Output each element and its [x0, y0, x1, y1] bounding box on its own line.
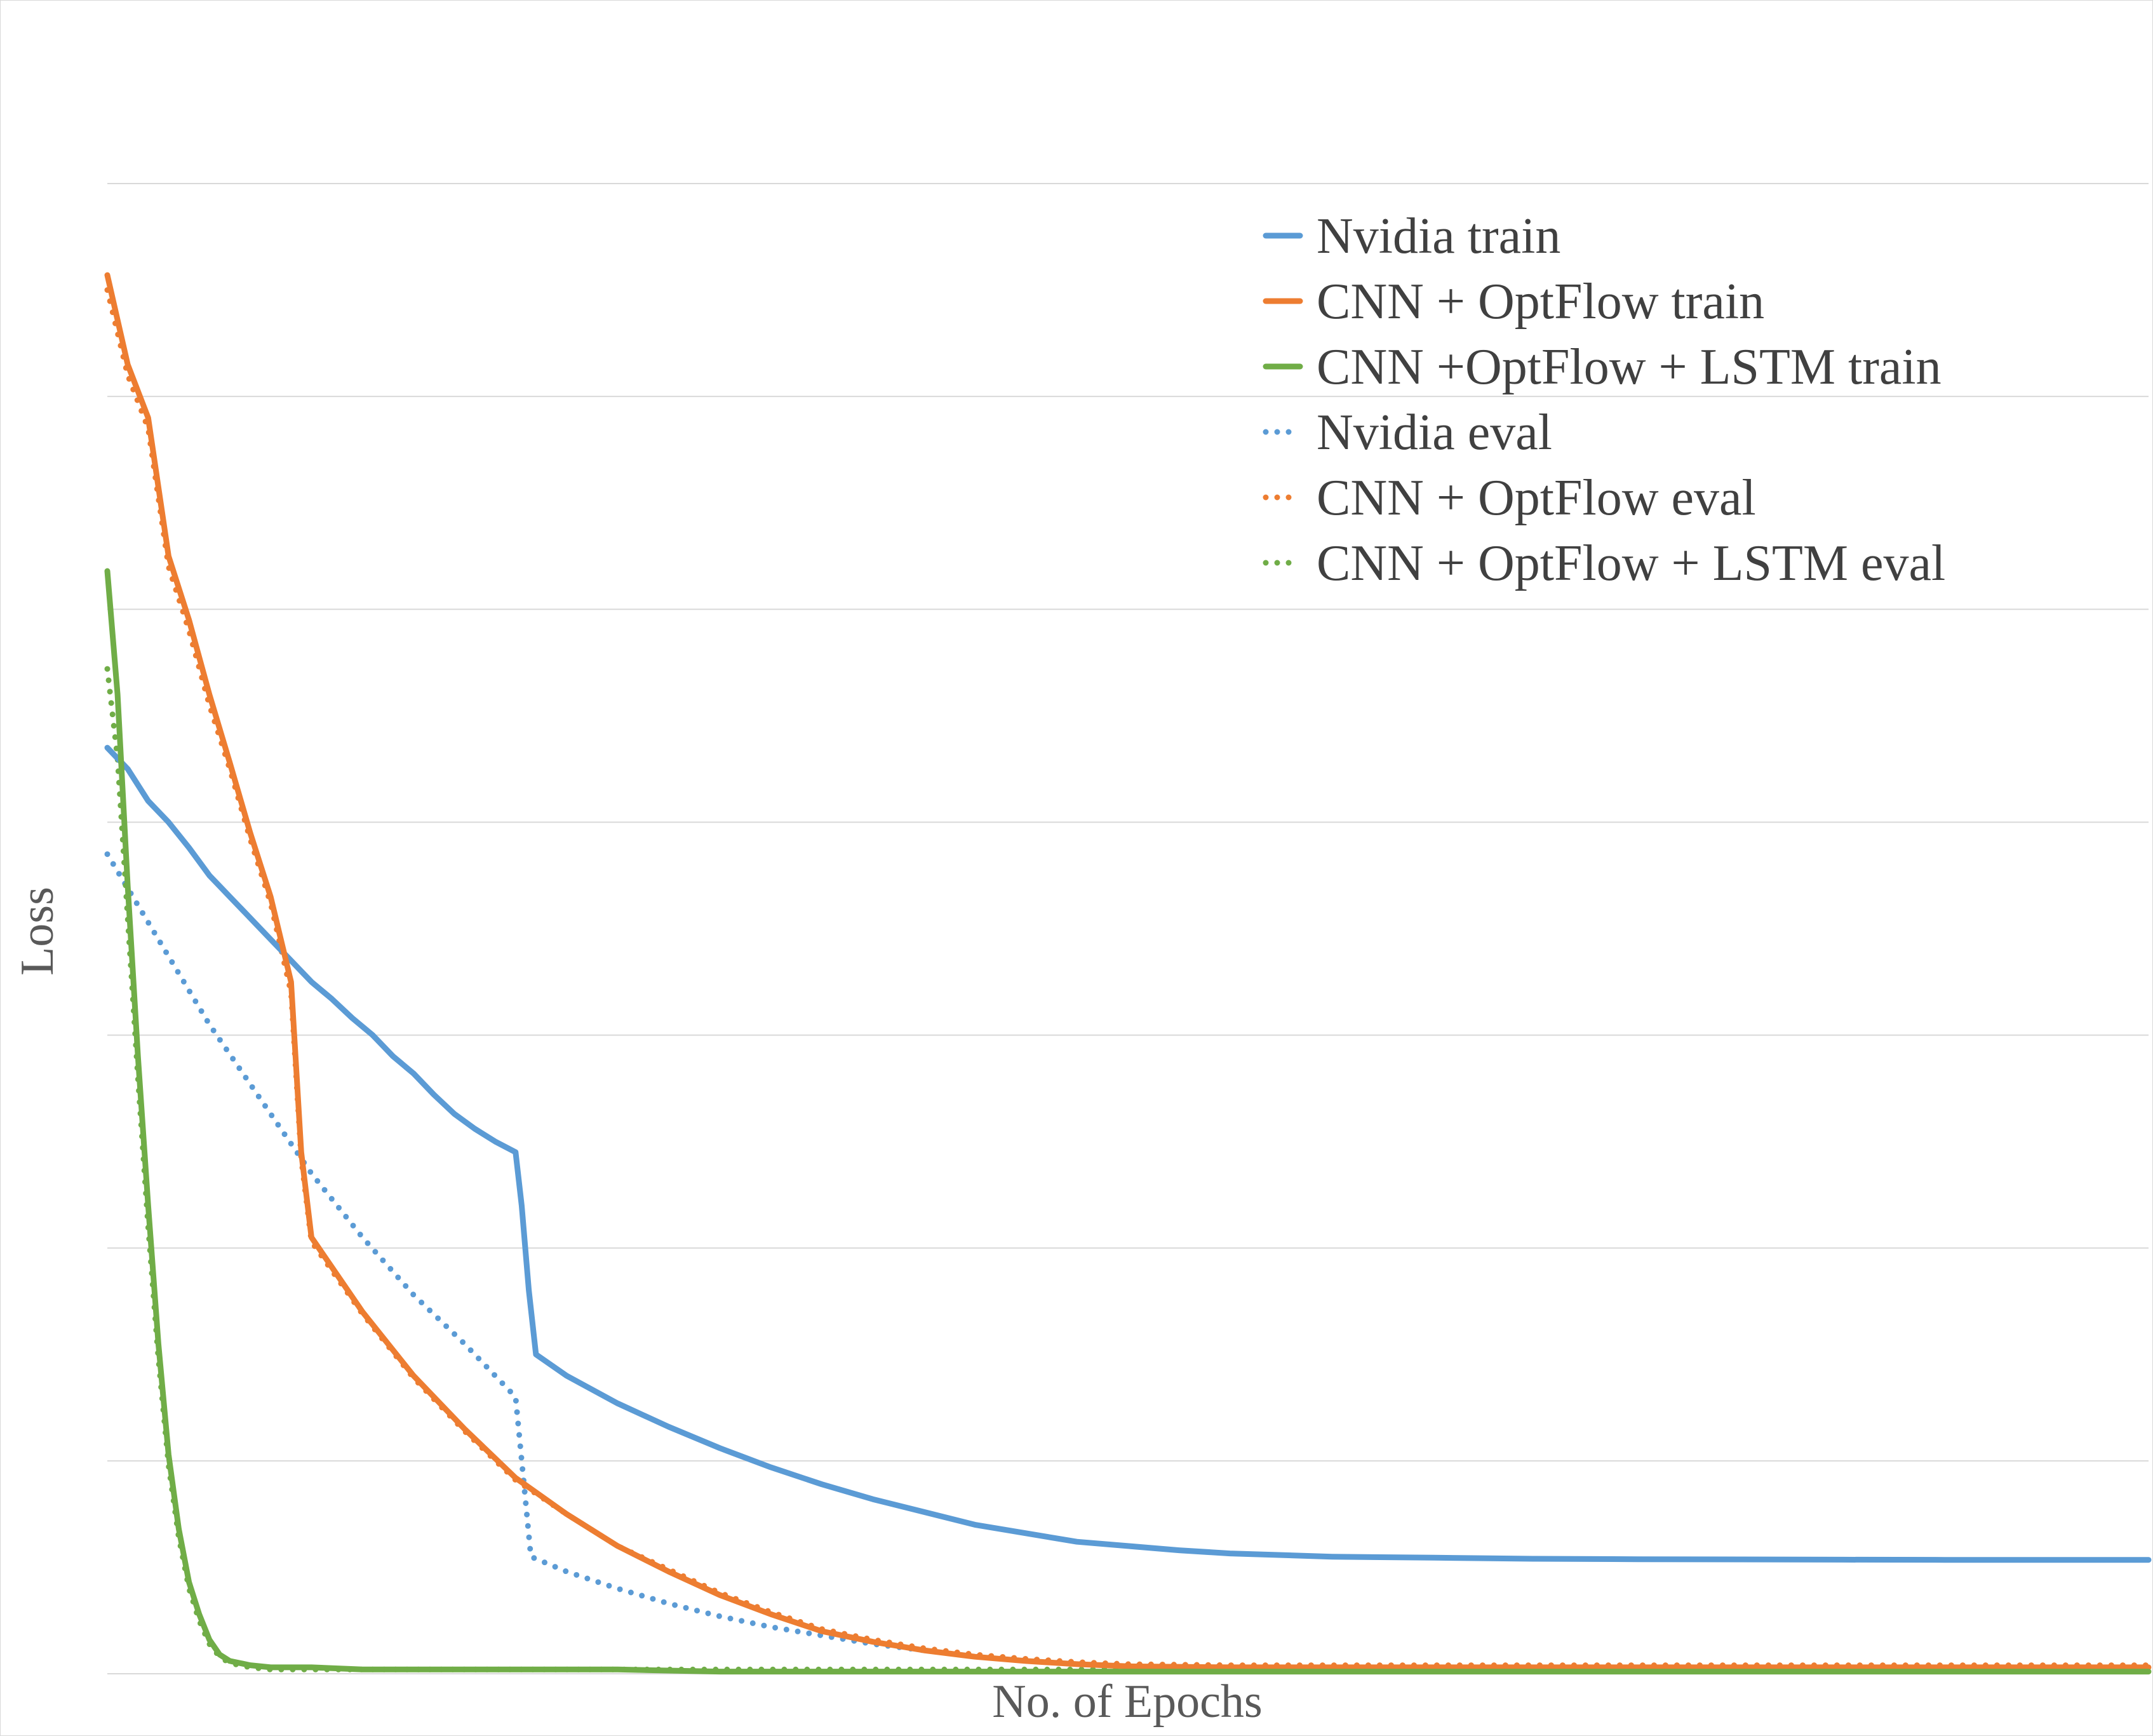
series-lines	[104, 272, 2152, 1675]
series-line-cnn-optflow-lstm-train	[104, 568, 2152, 1675]
legend: Nvidia train CNN + OptFlow train CNN +OptF…	[1263, 208, 1945, 591]
legend-label: CNN + OptFlow train	[1317, 274, 1764, 330]
legend-label: Nvidia train	[1317, 208, 1560, 264]
grid-lines	[107, 183, 2149, 1674]
legend-label: CNN +OptFlow + LSTM train	[1317, 339, 1942, 395]
x-axis-title: No. of Epochs	[992, 1676, 1262, 1728]
series-line-cnn-optflow-eval	[104, 287, 2152, 1669]
legend-label: Nvidia eval	[1317, 405, 1552, 461]
series-line-cnn-optflow-train	[104, 272, 2152, 1671]
series-line-cnn-optflow-lstm-eval	[104, 666, 2152, 1672]
legend-label: CNN + OptFlow eval	[1317, 470, 1756, 526]
series-line-nvidia-train	[104, 744, 2152, 1563]
legend-label: CNN + OptFlow + LSTM eval	[1317, 535, 1945, 591]
y-axis-title: Loss	[11, 887, 64, 976]
